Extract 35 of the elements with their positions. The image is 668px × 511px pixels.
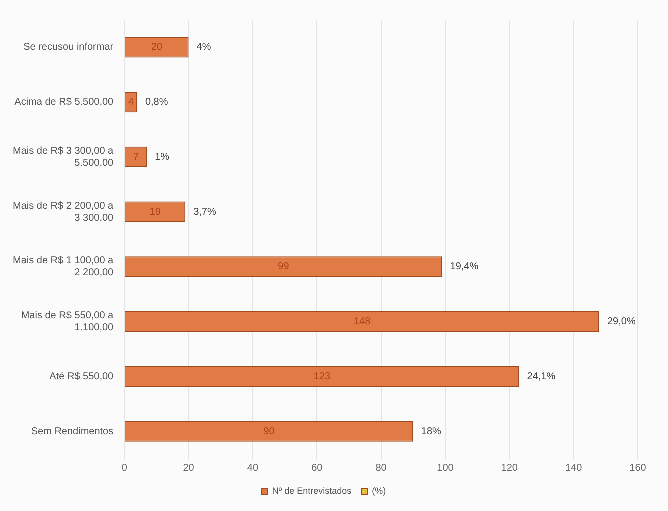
y-tick-label: Mais de R$ 550,00 a 1.100,00 xyxy=(21,310,114,334)
data-label: 99 xyxy=(278,262,290,273)
x-tick-label: 80 xyxy=(376,462,388,474)
x-tick-label: 0 xyxy=(122,462,128,474)
data-label: 123 xyxy=(314,371,331,382)
y-tick-label: Sem Rendimentos xyxy=(31,426,114,438)
data-label: 90 xyxy=(264,426,276,438)
annotation: 0,8% xyxy=(145,97,168,108)
annotation: 19,4% xyxy=(450,262,479,273)
legend-label: (%) xyxy=(372,486,386,496)
x-tick-label: 100 xyxy=(437,462,454,474)
y-tick-label: Mais de R$ 3 300,00 a 5.500,00 xyxy=(12,146,114,169)
data-label: 148 xyxy=(354,316,372,328)
x-tick-label: 20 xyxy=(183,462,195,474)
annotation: 1% xyxy=(155,152,170,163)
data-label: 19 xyxy=(150,206,162,218)
annotation: 24,1% xyxy=(527,371,556,382)
data-label: 20 xyxy=(151,42,163,54)
x-tick-label: 140 xyxy=(565,462,583,474)
x-tick-label: 160 xyxy=(630,462,647,474)
annotation: 3,7% xyxy=(194,206,216,218)
y-tick-label: Se recusou informar xyxy=(24,42,114,54)
annotation: 29,0% xyxy=(607,316,636,328)
legend-label: Nº de Entrevistados xyxy=(272,486,352,496)
data-label: 7 xyxy=(133,152,140,163)
y-tick-label: Até R$ 550,00 xyxy=(50,371,114,382)
x-tick-label: 40 xyxy=(247,462,259,474)
x-tick-label: 120 xyxy=(501,462,518,474)
y-tick-label: Mais de R$ 2 200,00 a 3 300,00 xyxy=(12,200,114,224)
annotation: 4% xyxy=(196,42,212,54)
annotation: 18% xyxy=(421,426,442,438)
y-tick-label: Acima de R$ 5.500,00 xyxy=(14,97,114,108)
x-tick-label: 60 xyxy=(312,462,324,474)
y-tick-label: Mais de R$ 1 100,00 a 2 200,00 xyxy=(12,256,114,279)
data-label: 4 xyxy=(128,97,135,108)
